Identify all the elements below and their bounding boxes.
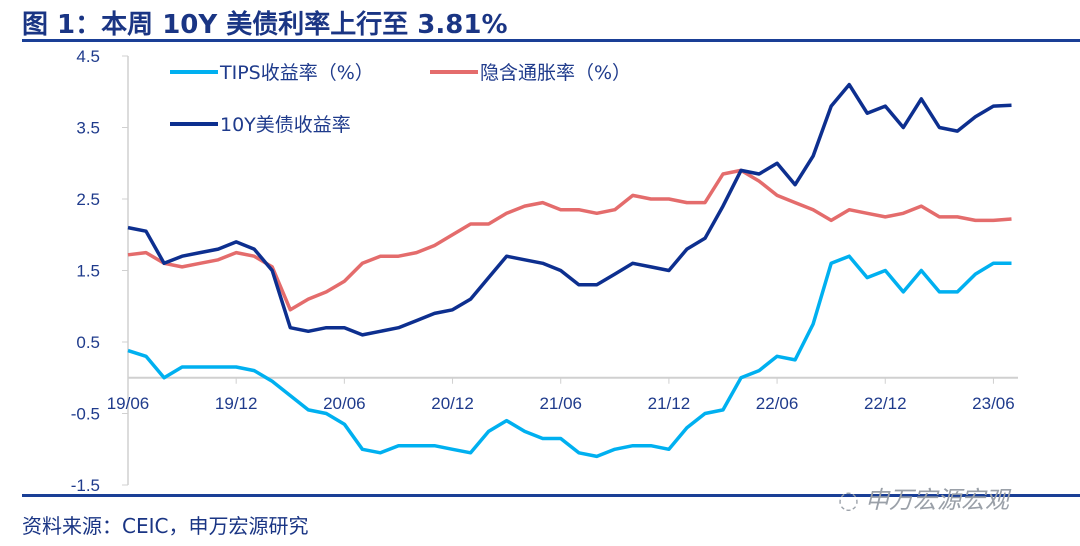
x-tick-label: 19/12 [215, 394, 258, 413]
chart-title: 图 1：本周 10Y 美债利率上行至 3.81% [22, 10, 508, 40]
y-tick-label: 1.5 [76, 262, 100, 281]
legend-label: TIPS收益率（%） [219, 62, 374, 84]
x-tick-label: 20/12 [431, 394, 474, 413]
y-tick-label: 4.5 [76, 47, 100, 66]
title-divider [22, 39, 1080, 42]
footer-divider [22, 494, 1080, 497]
wechat-icon: ◌ [838, 486, 859, 514]
x-tick-label: 20/06 [323, 394, 366, 413]
series-line-1 [127, 168, 1012, 312]
series-line-0 [127, 254, 1012, 459]
source-note: 资料来源：CEIC，申万宏源研究 [22, 514, 309, 538]
legend-label: 10Y美债收益率 [220, 114, 351, 136]
x-tick-label: 23/06 [972, 394, 1015, 413]
x-tick-label: 22/12 [864, 394, 907, 413]
x-tick-label: 21/12 [648, 394, 691, 413]
watermark-text: 申万宏源宏观 [864, 486, 1009, 514]
y-tick-label: -0.5 [71, 405, 100, 424]
watermark: ◌ 申万宏源宏观 [838, 480, 1009, 515]
series-line-2 [127, 82, 1012, 337]
legend-label: 隐含通胀率（%） [480, 62, 631, 84]
y-tick-label: 2.5 [76, 190, 100, 209]
y-tick-label: -1.5 [71, 476, 100, 495]
x-tick-label: 22/06 [756, 394, 799, 413]
y-tick-label: 0.5 [76, 333, 100, 352]
y-tick-label: 3.5 [76, 119, 100, 138]
x-tick-label: 21/06 [539, 394, 582, 413]
x-tick-label: 19/06 [107, 394, 150, 413]
